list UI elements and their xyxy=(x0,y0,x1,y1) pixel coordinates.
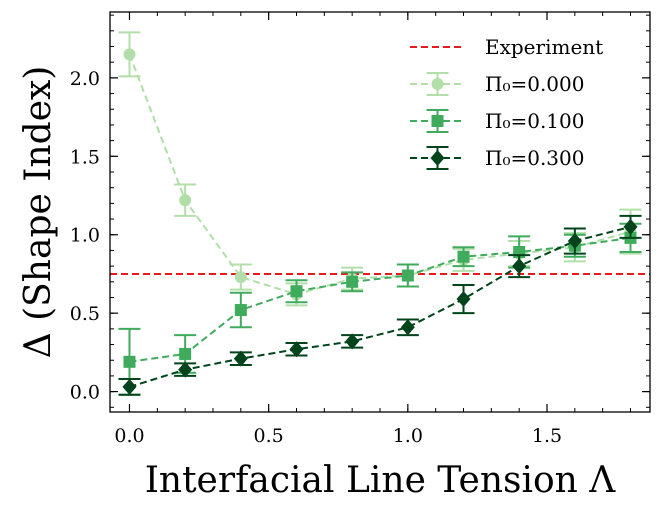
series-2-point-7 xyxy=(512,258,527,275)
series-1 xyxy=(118,222,642,396)
series-0-point-1 xyxy=(179,194,192,207)
y-tick-label-1: 0.5 xyxy=(70,303,100,325)
series-0-point-0 xyxy=(123,48,136,61)
x-axis-label: Interfacial Line Tension Λ xyxy=(145,460,617,501)
series-2-point-6 xyxy=(456,291,471,308)
series-1-point-2 xyxy=(234,304,247,317)
y-tick-label-2: 1.0 xyxy=(70,225,100,247)
series-1-point-4 xyxy=(346,275,359,288)
legend-marker-1 xyxy=(431,115,444,127)
y-axis-label: Δ (Shape Index) xyxy=(18,66,59,359)
series-1-line xyxy=(129,236,631,363)
series-0-line xyxy=(128,53,631,296)
series-1-point-5 xyxy=(401,269,414,282)
legend-marker-2 xyxy=(430,150,445,166)
plot-area xyxy=(110,31,650,396)
series-2-point-5 xyxy=(400,319,415,336)
y-tick-label-0: 0.0 xyxy=(70,382,100,404)
legend-entry-0: Π₀=0.000 xyxy=(410,72,584,96)
series-2 xyxy=(118,214,642,396)
plot-content xyxy=(110,31,650,396)
axis-ticks: 0.0 0.5 1.0 1.5 0.0 0.5 1.0 1.5 2.0 xyxy=(70,12,650,447)
series-2-point-8 xyxy=(567,233,582,250)
x-tick-label-0: 0.0 xyxy=(114,425,144,447)
legend-label-2: Π₀=0.300 xyxy=(485,146,584,170)
series-2-point-3 xyxy=(289,341,304,358)
x-tick-label-3: 1.5 xyxy=(532,425,562,447)
y-tick-label-4: 2.0 xyxy=(70,68,100,90)
legend-entry-2: Π₀=0.300 xyxy=(410,146,584,170)
series-2-point-9 xyxy=(623,218,638,235)
legend-experiment-label: Experiment xyxy=(485,35,603,59)
series-1-point-1 xyxy=(179,347,192,360)
series-2-point-2 xyxy=(233,350,248,367)
series-2-point-1 xyxy=(178,361,193,378)
series-0-point-2 xyxy=(234,271,247,284)
y-tick-label-3: 1.5 xyxy=(70,146,100,168)
legend: Experiment Π₀=0.000 Π₀=0.100 Π₀=0.300 xyxy=(410,35,603,170)
legend-label-1: Π₀=0.100 xyxy=(485,109,584,133)
series-1-point-6 xyxy=(457,250,470,263)
x-tick-label-2: 1.0 xyxy=(393,425,423,447)
legend-label-0: Π₀=0.000 xyxy=(485,72,584,96)
legend-entry-experiment: Experiment xyxy=(410,35,603,59)
series-2-point-4 xyxy=(345,333,360,350)
series-1-point-3 xyxy=(290,285,303,298)
x-tick-label-1: 0.5 xyxy=(254,425,284,447)
series-2-line xyxy=(129,225,631,388)
legend-entry-1: Π₀=0.100 xyxy=(410,109,584,133)
series-1-point-0 xyxy=(123,355,136,368)
series-2-point-0 xyxy=(122,378,137,395)
legend-marker-0 xyxy=(431,78,444,90)
